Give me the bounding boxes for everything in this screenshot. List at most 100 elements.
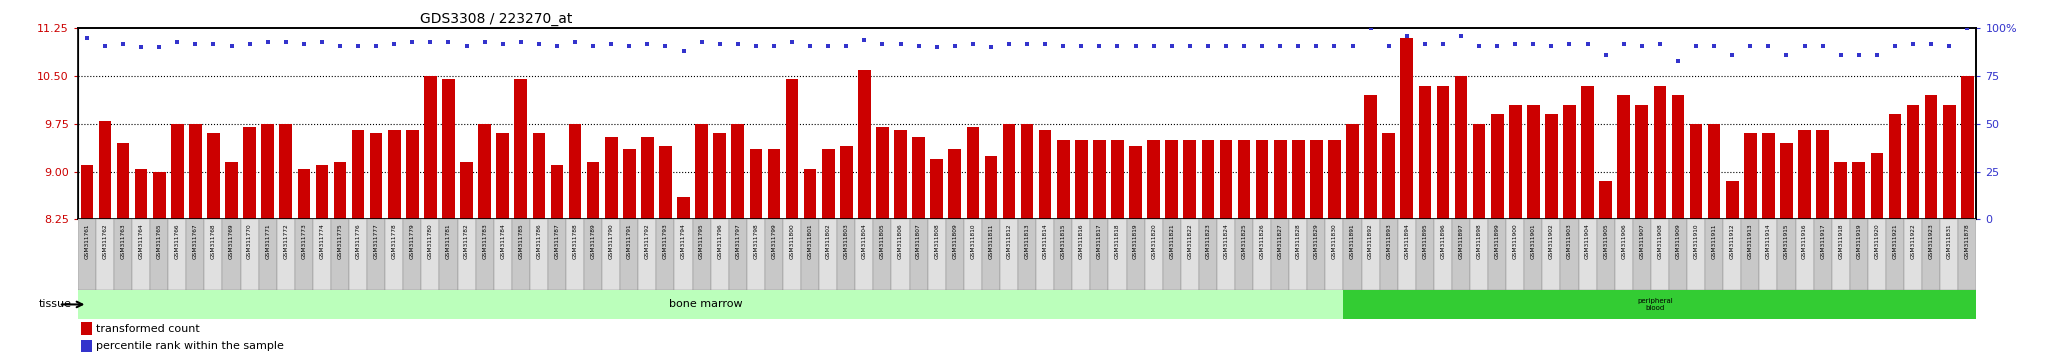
Point <box>1571 41 1604 46</box>
Point <box>1788 43 1821 48</box>
Bar <box>551 165 563 219</box>
Bar <box>1726 181 1739 219</box>
Bar <box>244 127 256 219</box>
Text: bone marrow: bone marrow <box>670 299 743 309</box>
Point <box>1661 58 1694 64</box>
Bar <box>985 156 997 219</box>
Bar <box>584 219 602 290</box>
Text: GSM311828: GSM311828 <box>1296 223 1300 259</box>
Point <box>956 41 989 46</box>
Text: peripheral
blood: peripheral blood <box>1638 298 1673 311</box>
Point <box>1409 41 1442 46</box>
Text: GSM311793: GSM311793 <box>664 223 668 259</box>
Bar <box>348 219 367 290</box>
Bar <box>1599 181 1612 219</box>
Bar <box>1221 140 1233 219</box>
Bar <box>135 169 147 219</box>
Text: GSM311761: GSM311761 <box>84 223 90 258</box>
Bar <box>1835 162 1847 219</box>
Bar <box>891 219 909 290</box>
Bar <box>262 124 274 219</box>
Bar <box>461 162 473 219</box>
Bar <box>1311 140 1323 219</box>
Text: GSM311790: GSM311790 <box>608 223 614 259</box>
Bar <box>1343 290 1985 319</box>
Text: GSM311787: GSM311787 <box>555 223 559 259</box>
Bar <box>1290 219 1307 290</box>
Text: GSM311797: GSM311797 <box>735 223 739 259</box>
Text: GSM311807: GSM311807 <box>915 223 922 259</box>
Text: GSM311897: GSM311897 <box>1458 223 1464 259</box>
Point <box>1319 43 1352 48</box>
Bar <box>1380 219 1397 290</box>
Bar <box>1112 140 1124 219</box>
Point <box>1192 43 1225 48</box>
Point <box>1065 43 1098 48</box>
Bar <box>131 219 150 290</box>
Bar <box>1147 140 1159 219</box>
Text: GSM311827: GSM311827 <box>1278 223 1282 259</box>
Point <box>739 43 772 48</box>
Bar <box>1145 219 1163 290</box>
Point <box>721 41 754 46</box>
Text: GSM311819: GSM311819 <box>1133 223 1139 259</box>
Text: GSM311908: GSM311908 <box>1657 223 1663 259</box>
Bar <box>1126 219 1145 290</box>
Text: tissue: tissue <box>39 299 72 309</box>
Bar <box>872 219 891 290</box>
Text: GSM311799: GSM311799 <box>772 223 776 259</box>
Bar <box>729 219 748 290</box>
Bar <box>1905 219 1923 290</box>
Bar <box>641 137 653 219</box>
Text: GSM311801: GSM311801 <box>807 223 813 259</box>
Bar <box>965 219 981 290</box>
Point <box>612 43 645 48</box>
Bar <box>385 219 403 290</box>
Point <box>215 43 248 48</box>
Bar <box>1706 219 1722 290</box>
Bar <box>1544 114 1559 219</box>
Point <box>1210 43 1243 48</box>
Bar <box>240 219 258 290</box>
Bar <box>225 162 238 219</box>
Point <box>1245 43 1278 48</box>
Point <box>1933 43 1966 48</box>
Point <box>504 39 537 45</box>
Text: GSM311781: GSM311781 <box>446 223 451 259</box>
Text: GSM311822: GSM311822 <box>1188 223 1192 259</box>
Bar <box>602 219 621 290</box>
Bar <box>1636 105 1649 219</box>
Bar <box>1671 95 1683 219</box>
Bar <box>909 219 928 290</box>
Bar <box>1307 219 1325 290</box>
Bar <box>1528 105 1540 219</box>
Point <box>342 43 375 48</box>
Bar <box>532 133 545 219</box>
Point <box>993 41 1026 46</box>
Text: GSM311770: GSM311770 <box>248 223 252 259</box>
Bar <box>1272 219 1290 290</box>
Point <box>1083 43 1116 48</box>
Bar <box>387 130 401 219</box>
Point <box>1860 52 1892 58</box>
Point <box>1354 25 1386 31</box>
Bar <box>1346 124 1360 219</box>
Point <box>1372 43 1405 48</box>
Text: GSM311903: GSM311903 <box>1567 223 1573 259</box>
Point <box>1444 33 1477 39</box>
Point <box>1679 43 1712 48</box>
Bar <box>1165 140 1178 219</box>
Text: GSM311803: GSM311803 <box>844 223 848 259</box>
Bar <box>1780 143 1792 219</box>
Point <box>1499 41 1532 46</box>
Point <box>594 41 627 46</box>
Bar <box>1128 146 1143 219</box>
Point <box>1716 52 1749 58</box>
Point <box>305 39 338 45</box>
Bar <box>442 79 455 219</box>
Bar <box>313 219 332 290</box>
Text: GSM311786: GSM311786 <box>537 223 541 259</box>
Bar <box>838 219 856 290</box>
Text: GSM311892: GSM311892 <box>1368 223 1372 259</box>
Text: GSM311766: GSM311766 <box>174 223 180 258</box>
